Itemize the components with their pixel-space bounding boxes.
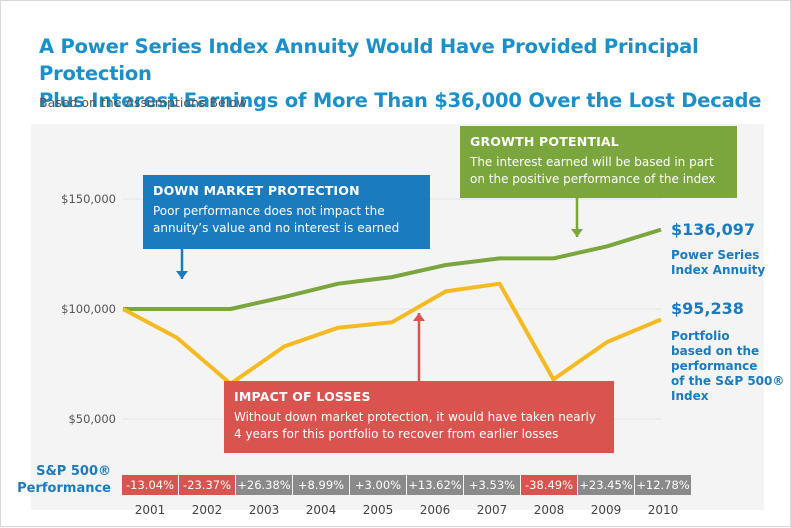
performance-cell: +26.38% (236, 475, 292, 495)
performance-cell: -38.49% (521, 475, 577, 495)
performance-cell: +8.99% (293, 475, 349, 495)
year-label: 2006 (419, 503, 451, 517)
y-tick-label: $50,000 (68, 412, 116, 426)
y-tick-label: $100,000 (61, 302, 116, 316)
performance-cell: +23.45% (578, 475, 634, 495)
performance-cell: +13.62% (407, 475, 463, 495)
year-label: 2010 (647, 503, 679, 517)
year-label: 2007 (476, 503, 508, 517)
growth-arrow-icon (571, 198, 583, 237)
portfolio-end-label: Portfolio based on the performance of th… (671, 329, 785, 403)
year-label: 2002 (191, 503, 223, 517)
performance-cell: +3.53% (464, 475, 520, 495)
sp500-performance-label: S&P 500® Performance (17, 464, 111, 496)
year-label: 2008 (533, 503, 565, 517)
chart-subtitle: Based on the Assumptions Below (39, 95, 248, 110)
year-label: 2001 (134, 503, 166, 517)
chart-title: A Power Series Index Annuity Would Have … (39, 35, 762, 112)
growth-potential-callout: GROWTH POTENTIAL The interest earned wil… (460, 126, 737, 198)
annuity-end-value: $136,097 (671, 220, 756, 239)
performance-cell: -23.37% (179, 475, 235, 495)
performance-cell: -13.04% (122, 475, 178, 495)
down-protection-arrow-icon (176, 249, 188, 279)
year-label: 2004 (305, 503, 337, 517)
portfolio-series-line (122, 281, 662, 386)
performance-cell: +12.78% (635, 475, 691, 495)
impact-of-losses-callout: IMPACT OF LOSSES Without down market pro… (224, 381, 614, 453)
annuity-end-label: Power Series Index Annuity (671, 248, 766, 277)
portfolio-end-value: $95,238 (671, 299, 744, 318)
y-tick-label: $150,000 (61, 192, 116, 206)
year-label: 2003 (248, 503, 280, 517)
losses-arrow-icon (413, 313, 425, 381)
performance-cell: +3.00% (350, 475, 406, 495)
annuity-series-line (123, 227, 662, 311)
year-label: 2005 (362, 503, 394, 517)
year-label: 2009 (590, 503, 622, 517)
down-market-protection-callout: DOWN MARKET PROTECTION Poor performance … (143, 175, 430, 249)
